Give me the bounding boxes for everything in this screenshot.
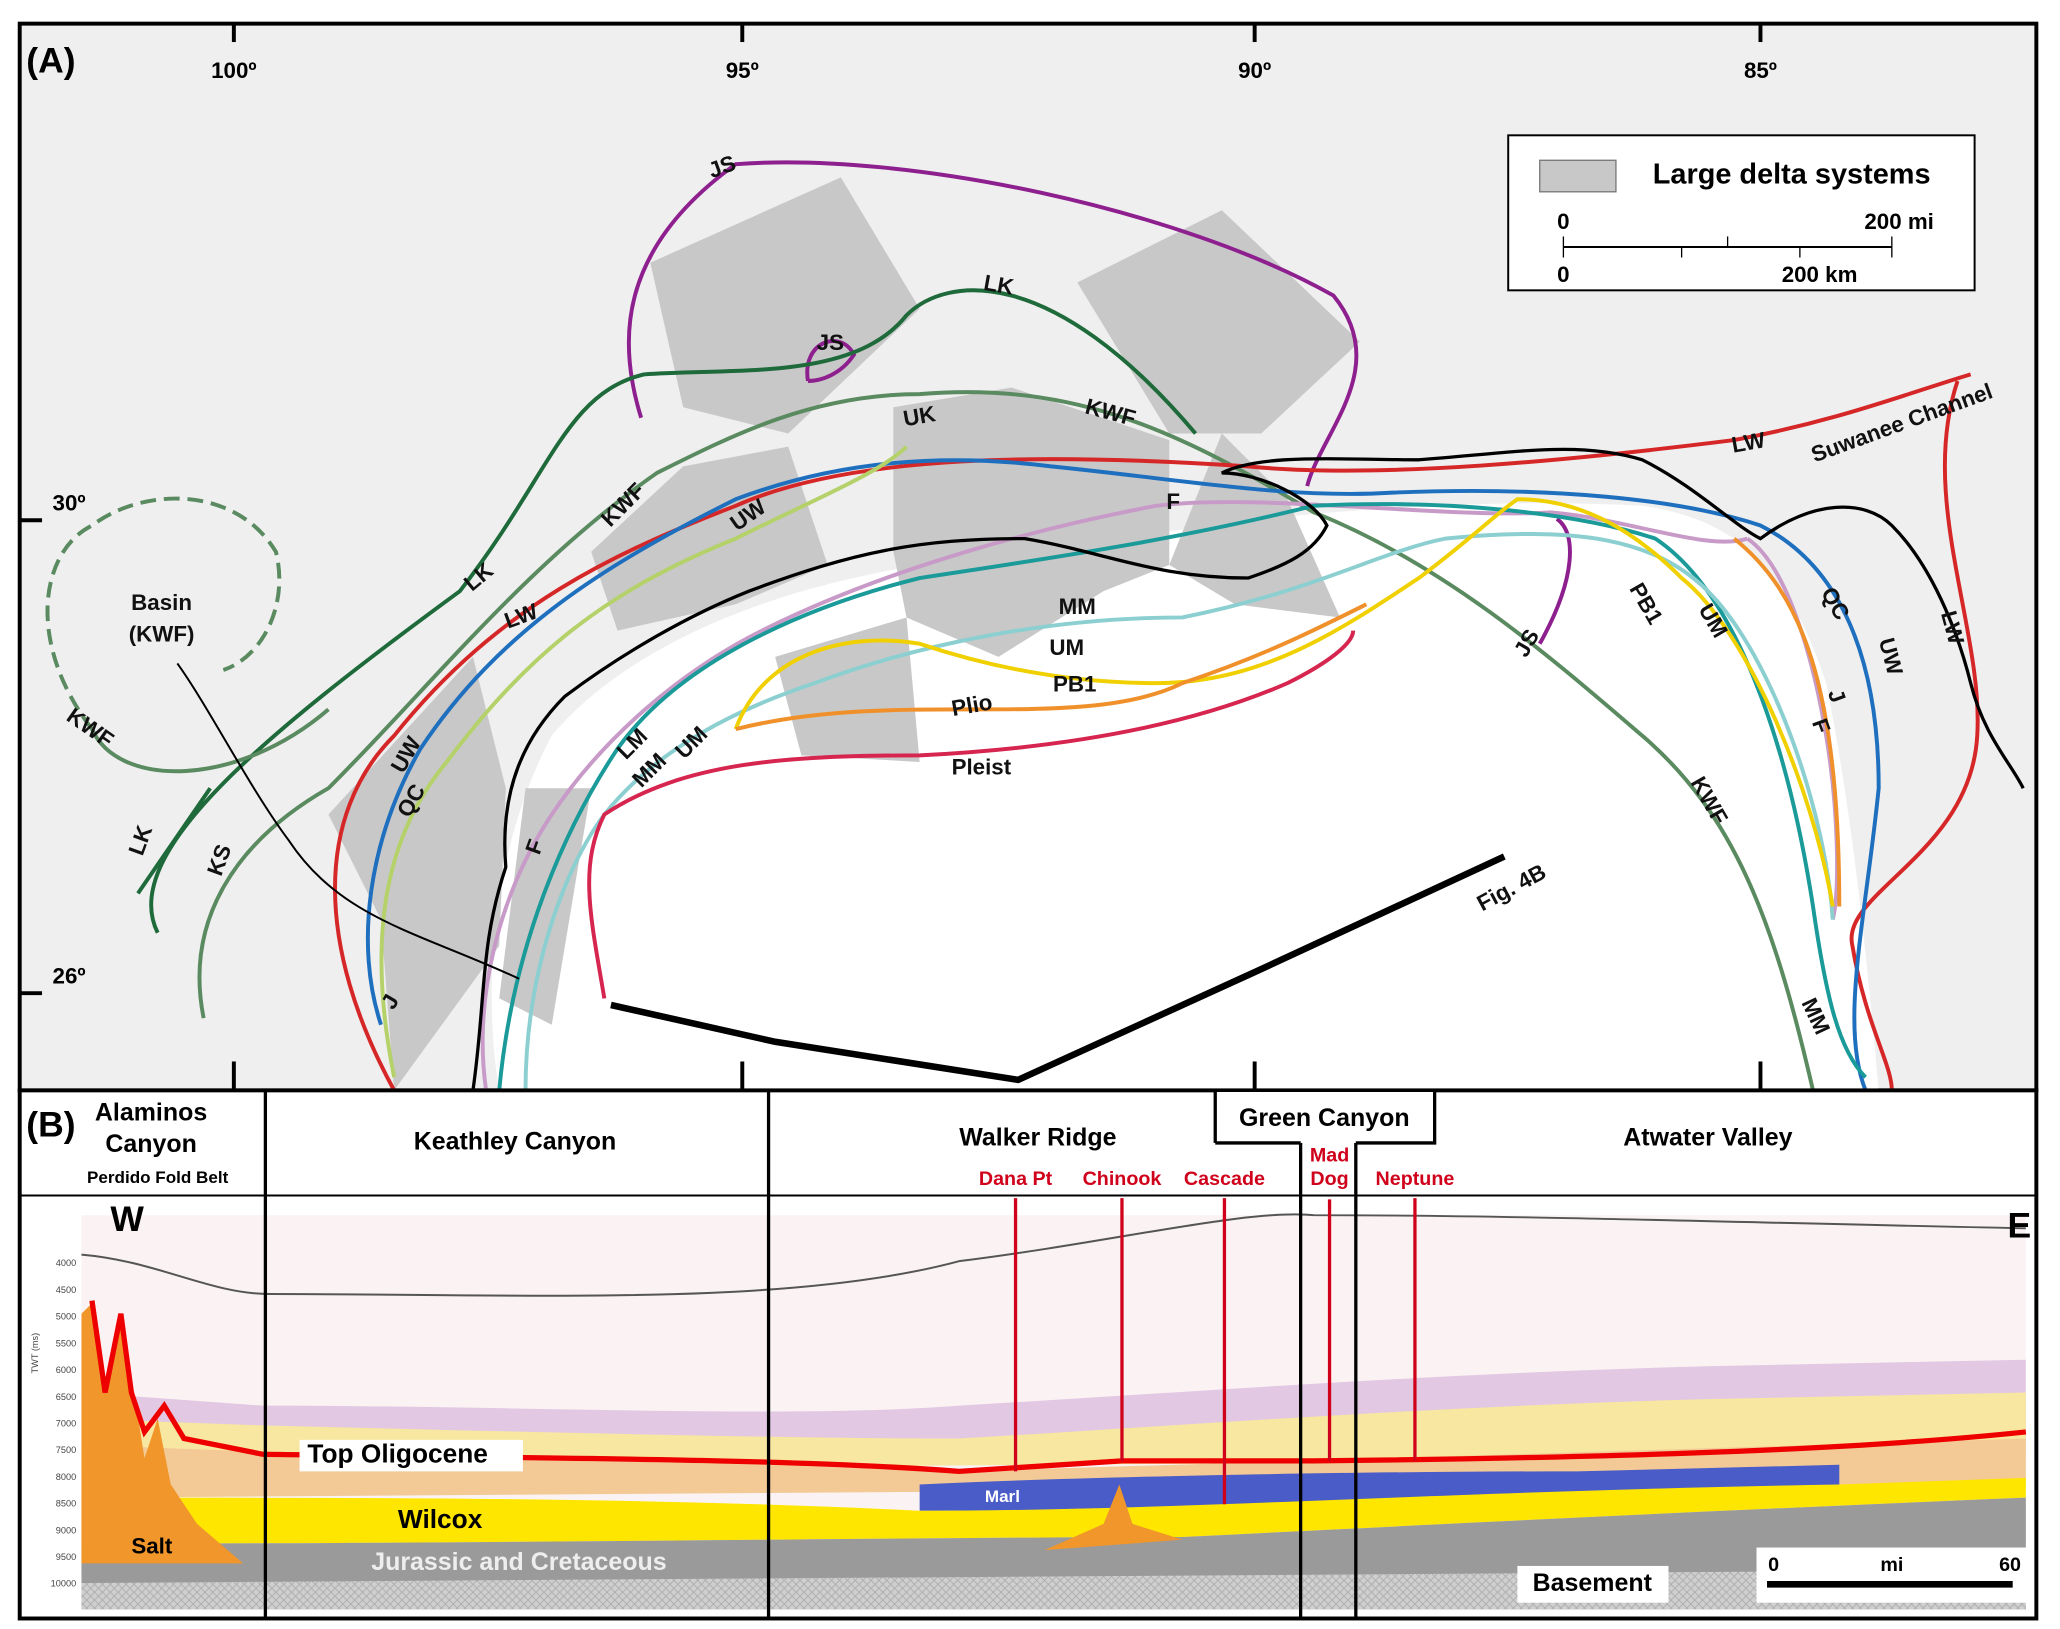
well-label: Cascade <box>1184 1168 1265 1190</box>
line-label: PB1 <box>1053 672 1096 697</box>
marl <box>919 1464 1840 1511</box>
longitude-label: 95º <box>726 58 759 83</box>
scale-label: 0 <box>1557 262 1569 287</box>
twt-tick-label: 4000 <box>56 1258 76 1268</box>
line-label: UM <box>1049 635 1084 660</box>
scale-label: mi <box>1880 1554 1903 1576</box>
line-label: MM <box>1059 594 1096 619</box>
legend: Large delta systems 0 200 mi 0 200 km <box>1507 134 1976 292</box>
twt-tick-label: 4500 <box>56 1285 76 1295</box>
border <box>176 662 520 980</box>
paleo-shelf-margins <box>45 160 1980 1092</box>
scale-label: 0 <box>1768 1554 1779 1576</box>
coastline <box>471 447 2025 1091</box>
twt-tick-label: 10000 <box>51 1579 77 1589</box>
legend-label: Large delta systems <box>1653 159 1931 191</box>
basin-label: Basin <box>131 590 192 615</box>
longitude-label: 85º <box>1744 58 1777 83</box>
line-label: F <box>520 836 548 857</box>
wilcox <box>81 1477 2026 1544</box>
axis-title: TWT (ms) <box>30 1333 40 1374</box>
longitude-label: 90º <box>1238 58 1271 83</box>
panel-label: (A) <box>26 40 75 80</box>
line-label: LW <box>1730 427 1768 458</box>
unit-label: Basement <box>1533 1569 1652 1597</box>
panel-a: (A) Fig. 4B Basin (KWF) Large delta syst… <box>17 21 2039 1093</box>
region-label: Canyon <box>105 1130 197 1158</box>
twt-tick-label: 7500 <box>56 1445 76 1455</box>
end-label: E <box>2007 1206 2031 1246</box>
twt-tick-label: 9500 <box>56 1552 76 1562</box>
twt-tick-label: 7000 <box>56 1418 76 1428</box>
line-label: Pleist <box>952 754 1012 779</box>
unit-label: Salt <box>131 1533 173 1558</box>
panel-label: (B) <box>26 1105 75 1145</box>
region-label: Walker Ridge <box>959 1124 1116 1152</box>
basin-label: (KWF) <box>129 622 195 647</box>
twt-tick-label: 8000 <box>56 1472 76 1482</box>
unit-label: Top Oligocene <box>307 1439 487 1469</box>
scale-label: 200 mi <box>1864 209 1934 234</box>
twt-tick-label: 5500 <box>56 1338 76 1348</box>
region-label: Keathley Canyon <box>414 1128 616 1156</box>
line-label: UK <box>901 401 937 431</box>
region-sublabel: Perdido Fold Belt <box>87 1168 229 1187</box>
twt-tick-label: 6500 <box>56 1392 76 1402</box>
well-label: Dog <box>1310 1168 1348 1190</box>
line-label: LK <box>982 270 1016 300</box>
twt-tick-label: 5000 <box>56 1312 76 1322</box>
section-line <box>610 853 1506 1084</box>
latitude-label: 26º <box>53 963 86 988</box>
unit-label: Jurassic and Cretaceous <box>371 1548 666 1576</box>
well-label: Dana Pt <box>979 1168 1053 1190</box>
unit-label: Marl <box>985 1487 1020 1506</box>
longitude-label: 100º <box>211 58 256 83</box>
twt-tick-label: 9000 <box>56 1525 76 1535</box>
scale-label: 200 km <box>1782 262 1858 287</box>
end-label: W <box>110 1199 144 1239</box>
region-label: Green Canyon <box>1239 1104 1410 1132</box>
twt-tick-label: 8500 <box>56 1499 76 1509</box>
salt <box>81 1300 244 1610</box>
latitude-label: 30º <box>53 490 86 515</box>
region-label: Atwater Valley <box>1623 1124 1792 1152</box>
region-label: Alaminos <box>95 1099 207 1127</box>
line-label: JS <box>817 330 844 355</box>
scale-label: 0 <box>1557 209 1569 234</box>
line-label: F <box>1166 489 1180 514</box>
scale-label: 60 <box>1999 1554 2021 1576</box>
well-label: Mad <box>1310 1144 1349 1166</box>
twt-tick-label: 6000 <box>56 1365 76 1375</box>
well-label: Neptune <box>1376 1168 1455 1190</box>
well-label: Chinook <box>1083 1168 1162 1190</box>
unit-label: Wilcox <box>398 1504 483 1534</box>
